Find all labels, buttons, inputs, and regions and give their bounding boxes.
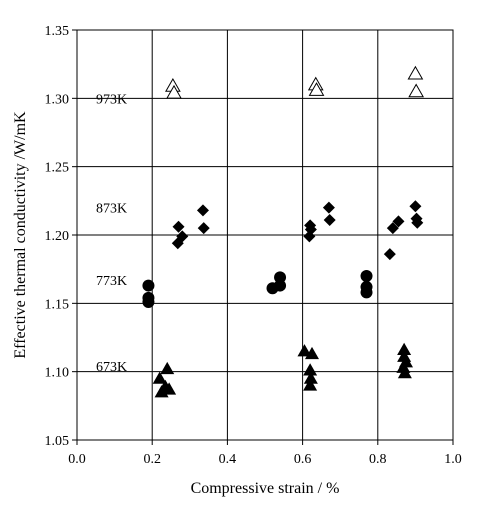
y-tick-label: 1.20 <box>45 229 70 244</box>
x-tick-label: 0.4 <box>219 452 237 467</box>
data-point-673k <box>305 346 319 360</box>
data-point-873k <box>322 201 335 214</box>
series-label-673k: 673K <box>96 360 127 375</box>
data-point-673k <box>397 366 412 379</box>
x-axis: 0.0 0.2 0.4 0.6 0.8 1.0 <box>68 440 462 467</box>
data-point-973k <box>407 65 424 80</box>
data-point-973k <box>166 84 182 99</box>
data-point-773k <box>142 279 155 292</box>
y-tick-label: 1.15 <box>45 297 70 312</box>
x-tick-label: 0.6 <box>294 452 312 467</box>
data-point-773k <box>142 295 155 308</box>
data-point-873k <box>196 204 209 217</box>
y-tick-label: 1.05 <box>45 434 70 449</box>
data-point-673k <box>397 342 412 356</box>
data-point-873k <box>172 220 185 233</box>
data-point-673k <box>162 382 177 395</box>
series-label-773k: 773K <box>96 274 127 289</box>
data-point-773k <box>360 270 373 282</box>
series-labels: 973K 873K 773K 673K <box>96 92 127 375</box>
data-point-873k <box>304 223 317 236</box>
y-axis-label: Effective thermal conductivity /W/mK <box>12 111 29 359</box>
x-axis-label: Compressive strain / % <box>191 480 340 497</box>
series-label-873k: 873K <box>96 202 127 217</box>
data-point-673k <box>303 371 318 384</box>
data-marks <box>142 65 425 398</box>
y-tick-label: 1.35 <box>45 24 70 39</box>
data-point-673k <box>297 344 312 357</box>
y-axis: 1.05 1.10 1.15 1.20 1.25 1.30 1.35 <box>45 24 77 449</box>
data-point-673k <box>303 363 318 376</box>
data-point-873k <box>323 213 336 226</box>
data-point-673k <box>152 371 167 384</box>
y-tick-label: 1.30 <box>45 92 70 107</box>
data-point-873k <box>383 248 396 261</box>
series-label-973k: 973K <box>96 92 127 107</box>
data-point-873k <box>176 230 189 243</box>
data-point-773k <box>274 279 287 292</box>
data-point-773k <box>360 286 373 299</box>
data-point-873k <box>409 200 422 213</box>
x-tick-label: 1.0 <box>444 452 462 467</box>
y-tick-label: 1.25 <box>45 161 70 176</box>
data-point-873k <box>392 215 405 228</box>
grid-lines <box>77 30 453 440</box>
data-point-973k <box>408 83 425 98</box>
x-tick-label: 0.2 <box>143 452 161 467</box>
x-tick-label: 0.8 <box>369 452 387 467</box>
data-point-873k <box>386 222 399 235</box>
data-point-773k <box>274 271 287 284</box>
data-point-873k <box>197 222 210 235</box>
data-point-973k <box>308 82 325 96</box>
data-point-873k <box>411 216 424 229</box>
data-point-673k <box>160 361 175 375</box>
x-tick-label: 0.0 <box>68 452 86 467</box>
data-point-673k <box>303 378 318 391</box>
y-tick-label: 1.10 <box>45 366 70 381</box>
